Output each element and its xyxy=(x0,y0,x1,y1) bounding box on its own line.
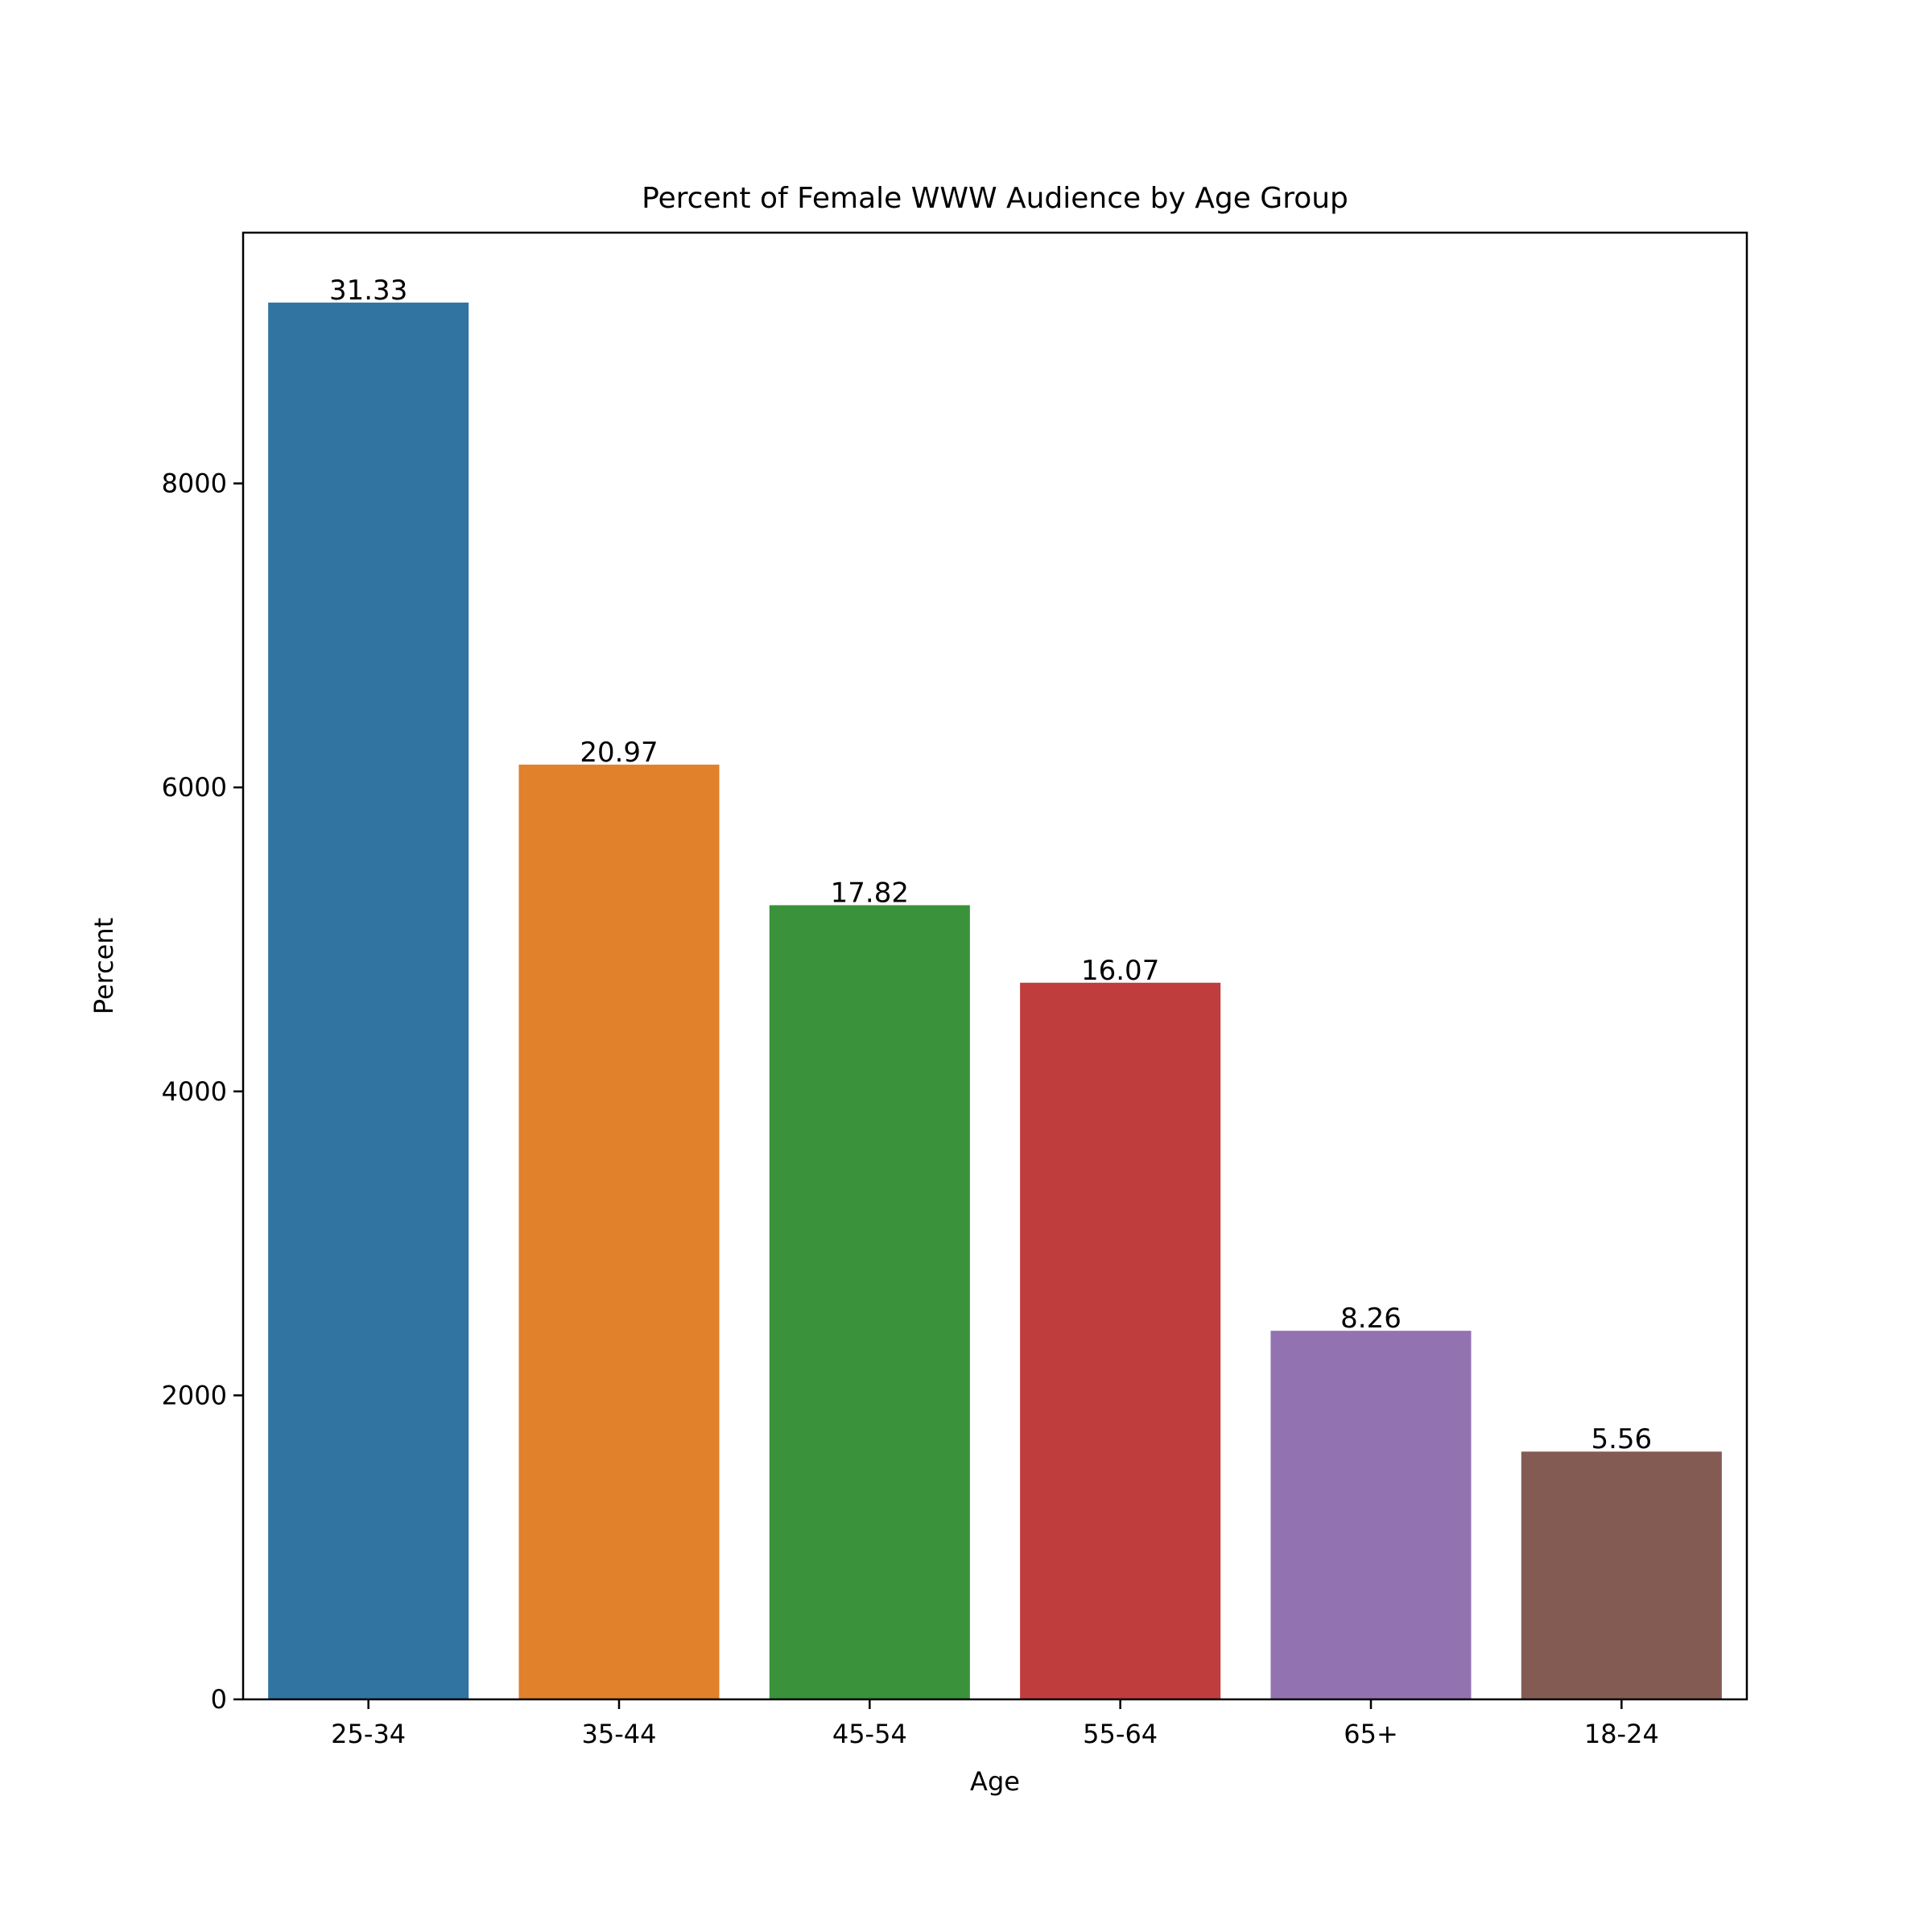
bar-value-label: 17.82 xyxy=(831,877,909,909)
bar-value-label: 8.26 xyxy=(1340,1302,1402,1335)
x-tick-label: 65+ xyxy=(1344,1719,1398,1749)
y-tick-label: 0 xyxy=(211,1684,227,1715)
bar-55-64 xyxy=(1020,982,1221,1699)
y-tick-label: 8000 xyxy=(162,469,227,499)
y-tick-label: 4000 xyxy=(162,1076,227,1107)
bar-65+ xyxy=(1270,1331,1472,1699)
y-axis-label: Percent xyxy=(89,918,119,1014)
x-tick-label: 25-34 xyxy=(331,1719,406,1749)
bar-45-54 xyxy=(769,905,970,1699)
bar-35-44 xyxy=(518,764,720,1699)
x-tick-label: 55-64 xyxy=(1083,1719,1158,1749)
x-tick-label: 45-54 xyxy=(832,1719,907,1749)
plot-frame xyxy=(242,231,1748,1701)
x-axis: 25-34 35-44 45-54 55-64 65+ 18-24 xyxy=(331,1699,1659,1749)
bar-25-34 xyxy=(268,302,469,1699)
bar-value-label: 31.33 xyxy=(329,275,407,307)
y-axis: 0 2000 4000 6000 8000 xyxy=(162,469,243,1715)
bar-value-labels: 31.33 20.97 17.82 16.07 8.26 5.56 xyxy=(329,275,1652,1455)
chart-title: Percent of Female WWW Audience by Age Gr… xyxy=(642,182,1348,215)
x-axis-label: Age xyxy=(970,1766,1020,1797)
bar-18-24 xyxy=(1521,1451,1722,1699)
y-tick-label: 2000 xyxy=(162,1380,227,1410)
bar-value-label: 16.07 xyxy=(1081,955,1159,987)
x-tick-label: 35-44 xyxy=(582,1719,657,1749)
y-tick-label: 6000 xyxy=(162,772,227,803)
bar-value-label: 5.56 xyxy=(1591,1423,1652,1455)
bar-value-label: 20.97 xyxy=(580,737,658,769)
x-tick-label: 18-24 xyxy=(1584,1719,1659,1749)
bars-group xyxy=(268,302,1722,1699)
